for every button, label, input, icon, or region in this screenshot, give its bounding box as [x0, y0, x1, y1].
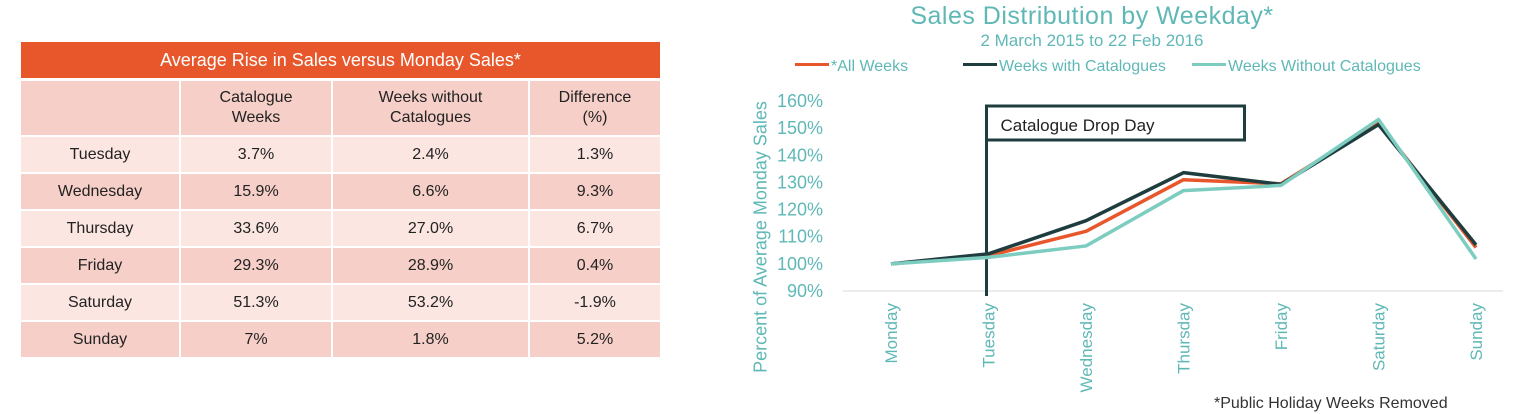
legend-label: Weeks with Catalogues — [999, 58, 1166, 75]
y-tick-label: 130% — [777, 172, 823, 192]
chart-subtitle: 2 March 2015 to 22 Feb 2016 — [980, 31, 1204, 50]
cell-without: 1.8% — [332, 321, 530, 359]
series-line-1 — [890, 120, 1478, 266]
legend-swatch-icon — [795, 63, 829, 67]
cell-difference: 5.2% — [529, 321, 660, 359]
cell-difference: -1.9% — [529, 284, 660, 322]
chart-footnote: *Public Holiday Weeks Removed — [1214, 395, 1448, 412]
table-row: Saturday 51.3% 53.2% -1.9% — [21, 284, 660, 322]
x-tick-label: Saturday — [1370, 303, 1389, 372]
x-tick-label: Sunday — [1467, 303, 1486, 361]
header-without-line2: Catalogues — [390, 109, 471, 126]
x-tick-label: Friday — [1272, 303, 1291, 351]
header-catalogue-weeks: Catalogue Weeks — [180, 81, 333, 137]
legend-item-with-catalogues: Weeks with Catalogues — [963, 58, 1166, 76]
legend-swatch-icon — [1192, 63, 1226, 67]
header-weeks-without: Weeks without Catalogues — [332, 81, 530, 137]
table-row: Friday 29.3% 28.9% 0.4% — [21, 247, 660, 285]
cell-without: 28.9% — [332, 247, 530, 285]
x-tick-label: Wednesday — [1077, 303, 1096, 393]
cell-catalogue: 7% — [180, 321, 333, 359]
header-difference: Difference (%) — [529, 81, 660, 137]
legend-item-all-weeks: *All Weeks — [795, 58, 908, 76]
chart-title: Sales Distribution by Weekday* — [910, 2, 1274, 30]
callout-box — [985, 104, 1246, 142]
y-tick-label: 120% — [777, 200, 823, 220]
cell-difference: 6.7% — [529, 210, 660, 248]
table-header-row: Catalogue Weeks Weeks without Catalogues… — [21, 81, 660, 137]
table-row: Thursday 33.6% 27.0% 6.7% — [21, 210, 660, 248]
y-tick-label: 140% — [777, 145, 823, 165]
table-row: Wednesday 15.9% 6.6% 9.3% — [21, 173, 660, 211]
header-catalogue-line2: Weeks — [231, 109, 281, 126]
cell-catalogue: 33.6% — [180, 210, 333, 248]
y-tick-label: 160% — [777, 91, 823, 111]
header-difference-line2: (%) — [582, 109, 608, 126]
x-tick-label: Monday — [882, 303, 901, 364]
header-without-line1: Weeks without — [378, 89, 483, 106]
legend-label: *All Weeks — [831, 58, 909, 75]
cell-difference: 0.4% — [529, 247, 660, 285]
legend-label: Weeks Without Catalogues — [1228, 58, 1421, 75]
cell-difference: 1.3% — [529, 136, 660, 174]
legend-swatch-icon — [963, 63, 997, 67]
series-line-3 — [890, 117, 1478, 266]
table-title: Average Rise in Sales versus Monday Sale… — [21, 42, 660, 81]
rise-table: Catalogue Weeks Weeks without Catalogues… — [21, 81, 660, 359]
x-tick-label: Thursday — [1175, 303, 1194, 374]
y-tick-label: 100% — [777, 254, 823, 274]
x-tick-label: Tuesday — [980, 303, 999, 368]
y-tick-label: 110% — [778, 227, 823, 247]
cell-catalogue: 51.3% — [180, 284, 333, 322]
cell-day: Saturday — [21, 284, 181, 322]
header-catalogue-line1: Catalogue — [219, 89, 293, 106]
cell-day: Thursday — [21, 210, 181, 248]
cell-without: 27.0% — [332, 210, 530, 248]
cell-difference: 9.3% — [529, 173, 660, 211]
cell-day: Sunday — [21, 321, 181, 359]
cell-day: Tuesday — [21, 136, 181, 174]
cell-without: 6.6% — [332, 173, 530, 211]
table-row: Sunday 7% 1.8% 5.2% — [21, 321, 660, 359]
header-difference-line1: Difference — [558, 89, 632, 106]
cell-without: 53.2% — [332, 284, 530, 322]
header-blank — [21, 81, 181, 137]
cell-catalogue: 3.7% — [180, 136, 333, 174]
y-tick-label: 150% — [777, 118, 823, 138]
y-tick-label: 90% — [787, 281, 823, 301]
series-line-2 — [890, 122, 1478, 266]
cell-without: 2.4% — [332, 136, 530, 174]
callout-label: Catalogue Drop Day — [1001, 116, 1156, 135]
cell-day: Wednesday — [21, 173, 181, 211]
cell-catalogue: 29.3% — [180, 247, 333, 285]
cell-day: Friday — [21, 247, 181, 285]
table-row: Tuesday 3.7% 2.4% 1.3% — [21, 136, 660, 174]
legend-item-without-catalogues: Weeks Without Catalogues — [1192, 58, 1421, 76]
cell-catalogue: 15.9% — [180, 173, 333, 211]
sales-rise-table: Average Rise in Sales versus Monday Sale… — [21, 42, 660, 359]
